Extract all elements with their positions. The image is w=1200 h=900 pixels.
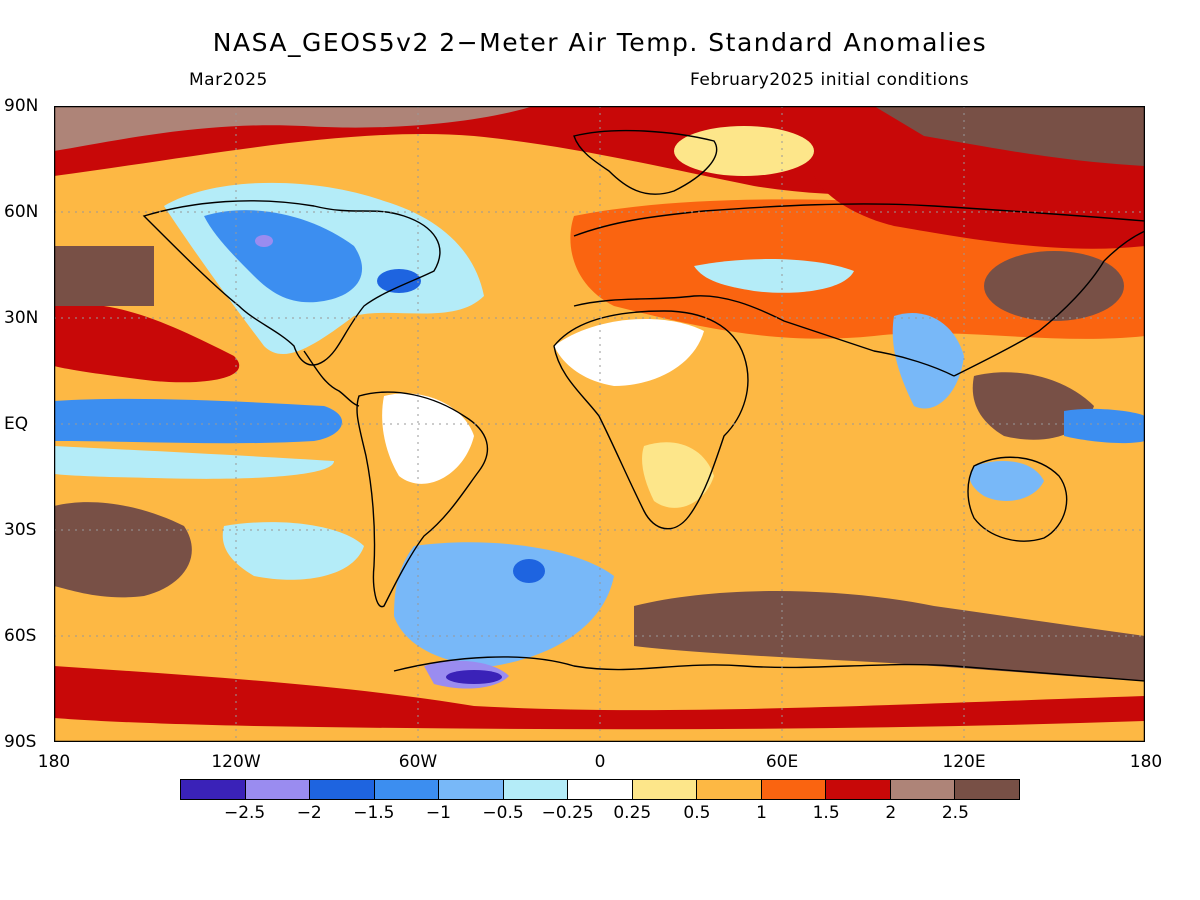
southeast-asia-cool — [892, 312, 964, 409]
coastlines — [142, 129, 1145, 682]
initial-conditions: February2025 initial conditions — [690, 70, 970, 90]
anomaly-map — [54, 106, 1145, 742]
south-africa-neutral — [642, 442, 714, 508]
canada-cold-spot — [255, 235, 273, 247]
hudson-cool-core — [377, 269, 421, 293]
forecast-month: Mar2025 — [189, 70, 268, 90]
lon-label-60w: 60W — [398, 752, 438, 772]
lon-label-60e: 60E — [765, 752, 799, 772]
amazon-neutral — [382, 393, 474, 484]
equatorial-pacific-cool — [54, 398, 343, 444]
colorbar-label: 2.5 — [941, 803, 969, 823]
colorbar-label: 0.25 — [613, 803, 652, 823]
southern-ocean-warm — [54, 666, 1145, 730]
central-asia-cool — [694, 259, 854, 293]
lat-label-30n: 30N — [4, 308, 39, 328]
west-pacific-extreme — [972, 372, 1094, 440]
colorbar-label: −0.5 — [482, 803, 524, 823]
east-asia-extreme — [984, 251, 1124, 321]
colorbar — [180, 779, 1020, 800]
weddell-cold-core — [446, 670, 502, 684]
arctic-extreme-warm-west — [54, 106, 534, 151]
south-atlantic-cool — [394, 542, 614, 666]
lat-label-90s: 90S — [4, 732, 37, 752]
lon-label-180e: 180 — [1129, 752, 1163, 772]
north-pacific-warm — [54, 304, 240, 383]
colorbar-segment — [568, 780, 633, 799]
lat-label-eq: EQ — [4, 414, 29, 434]
colorbar-label: −2 — [296, 803, 322, 823]
chart-title: NASA_GEOS5v2 2−Meter Air Temp. Standard … — [212, 28, 988, 57]
colorbar-segment — [245, 780, 311, 799]
equatorial-pacific-cool-halo — [54, 446, 334, 479]
south-america-coast — [356, 391, 489, 608]
arctic-extreme-warm — [874, 106, 1145, 166]
colorbar-label: 2 — [885, 803, 897, 823]
colorbar-segment — [761, 780, 827, 799]
south-pacific-extreme — [54, 502, 192, 598]
colorbar-segment — [374, 780, 440, 799]
australia-cool — [969, 461, 1044, 501]
antarctica-coast — [393, 656, 1145, 682]
africa-coast — [553, 310, 749, 530]
colorbar-label: −1.5 — [353, 803, 395, 823]
sahara-neutral — [554, 319, 704, 386]
colorbar-segment — [181, 780, 246, 799]
lat-label-30s: 30S — [4, 520, 37, 540]
north-america-coast — [142, 200, 441, 366]
lon-label-180w: 180 — [37, 752, 71, 772]
colorbar-segment — [310, 780, 375, 799]
colorbar-segment — [632, 780, 698, 799]
lon-label-0: 0 — [594, 752, 606, 772]
colorbar-segment — [697, 780, 762, 799]
north-pacific-extreme — [54, 246, 154, 306]
colorbar-label: −1 — [425, 803, 451, 823]
australia-coast — [967, 456, 1068, 542]
central-america-coast — [303, 350, 360, 407]
colorbar-label: 1.5 — [812, 803, 840, 823]
colorbar-label: 0.5 — [683, 803, 711, 823]
eurasia-coast — [573, 203, 1145, 237]
graticule — [54, 106, 1145, 742]
colorbar-label: −2.5 — [223, 803, 266, 823]
greenland-coast — [573, 129, 718, 195]
colorbar-label: 1 — [756, 803, 767, 823]
europe-south-coast — [573, 295, 955, 377]
lat-label-60s: 60S — [4, 626, 37, 646]
lat-label-60n: 60N — [4, 202, 39, 222]
colorbar-segment — [503, 780, 569, 799]
lon-label-120e: 120E — [942, 752, 986, 772]
antarctica-extreme — [634, 591, 1145, 681]
lat-label-90n: 90N — [4, 96, 39, 116]
north-america-cool-core — [204, 210, 363, 303]
colorbar-segment — [826, 780, 891, 799]
colorbar-label: −0.25 — [541, 803, 594, 823]
map-frame — [54, 106, 1145, 742]
south-pacific-cool — [222, 522, 364, 580]
colorbar-segment — [955, 780, 1019, 799]
colorbar-segment — [439, 780, 504, 799]
asia-east-coast — [953, 230, 1145, 377]
greenland-warm — [674, 126, 814, 176]
west-pacific-cool — [1064, 408, 1145, 444]
colorbar-segment — [890, 780, 956, 799]
south-atlantic-cold-core — [513, 559, 545, 583]
lon-label-120w: 120W — [211, 752, 261, 772]
